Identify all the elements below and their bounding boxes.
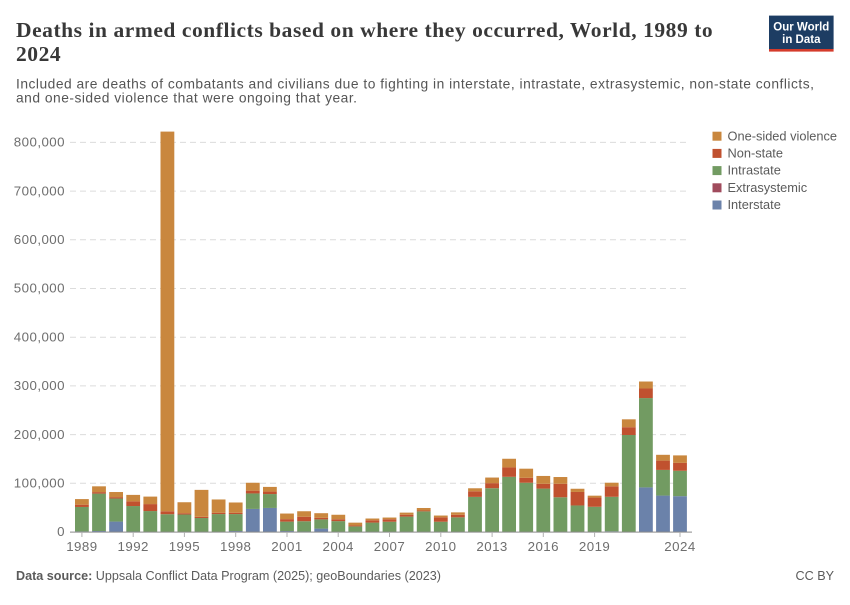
svg-text:Intrastate: Intrastate (728, 163, 781, 178)
svg-text:2016: 2016 (528, 539, 559, 554)
svg-text:2004: 2004 (323, 539, 354, 554)
svg-text:1998: 1998 (220, 539, 251, 554)
svg-text:700,000: 700,000 (14, 183, 65, 198)
svg-text:Non-state: Non-state (728, 146, 783, 161)
svg-text:100,000: 100,000 (14, 476, 65, 491)
svg-text:and one-sided violence that we: and one-sided violence that were ongoing… (16, 91, 358, 106)
svg-text:Deaths in armed conflicts base: Deaths in armed conflicts based on where… (16, 18, 713, 42)
svg-text:Included are deaths of combata: Included are deaths of combatants and ci… (16, 77, 814, 92)
svg-text:500,000: 500,000 (14, 281, 65, 296)
svg-text:2013: 2013 (476, 539, 507, 554)
svg-text:Data source: Uppsala Conflict: Data source: Uppsala Conflict Data Progr… (16, 569, 441, 583)
svg-text:2024: 2024 (664, 539, 695, 554)
svg-text:300,000: 300,000 (14, 378, 65, 393)
svg-text:800,000: 800,000 (14, 135, 65, 150)
svg-text:Our World: Our World (773, 22, 829, 34)
svg-text:2007: 2007 (374, 539, 405, 554)
svg-text:Interstate: Interstate (728, 197, 781, 212)
svg-text:2019: 2019 (579, 539, 610, 554)
svg-text:1995: 1995 (169, 539, 200, 554)
svg-text:0: 0 (57, 524, 65, 539)
svg-text:in Data: in Data (782, 34, 821, 46)
svg-text:1992: 1992 (118, 539, 149, 554)
svg-text:400,000: 400,000 (14, 329, 65, 344)
svg-text:CC BY: CC BY (796, 569, 835, 583)
svg-text:Extrasystemic: Extrasystemic (728, 180, 808, 195)
svg-text:One-sided violence: One-sided violence (728, 128, 838, 143)
svg-text:2024: 2024 (16, 42, 61, 66)
svg-text:1989: 1989 (66, 539, 97, 554)
svg-text:200,000: 200,000 (14, 427, 65, 442)
svg-text:2010: 2010 (425, 539, 456, 554)
svg-text:600,000: 600,000 (14, 232, 65, 247)
svg-text:2001: 2001 (271, 539, 302, 554)
